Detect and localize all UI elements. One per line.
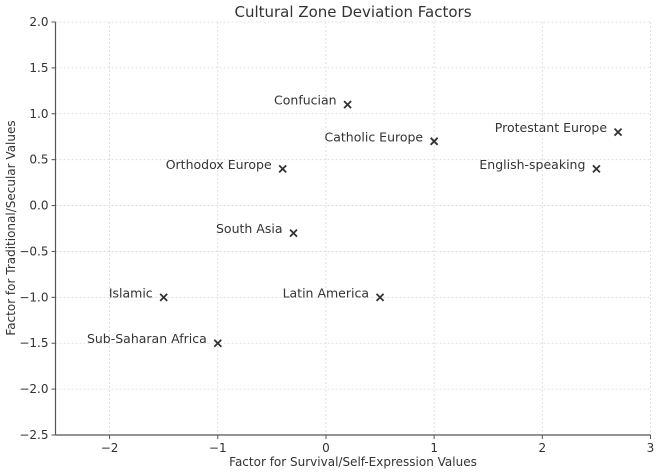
data-point: Confucian	[274, 93, 352, 109]
y-tick-label: 2.0	[29, 15, 48, 29]
data-point: Protestant Europe	[495, 120, 623, 137]
point-label: Protestant Europe	[495, 120, 608, 135]
axes	[54, 22, 651, 436]
point-label: Catholic Europe	[325, 129, 424, 144]
y-tick-label: −0.5	[19, 244, 48, 258]
x-marker-icon	[592, 164, 601, 173]
data-points: Confucian Catholic Europe Protestant Europ…	[87, 93, 623, 348]
x-marker-icon	[429, 137, 439, 146]
point-label: Islamic	[109, 285, 153, 300]
x-marker-icon	[343, 100, 352, 109]
y-axis-label: Factor for Traditional/Secular Values	[4, 120, 18, 335]
data-point: Islamic	[109, 285, 168, 302]
y-tick-label: 1.5	[29, 61, 48, 75]
point-label: South Asia	[216, 221, 283, 236]
point-label: Sub-Saharan Africa	[87, 331, 207, 346]
x-tick-label: −2	[101, 441, 119, 455]
point-label: Confucian	[274, 93, 337, 108]
grid-lines	[55, 21, 651, 436]
point-label: Latin America	[283, 285, 369, 300]
x-tick-label: 1	[430, 441, 438, 455]
x-marker-icon	[375, 293, 385, 302]
data-point: Latin America	[283, 285, 385, 302]
y-tick-label: 0.5	[29, 153, 48, 167]
data-point: South Asia	[216, 221, 298, 238]
x-marker-icon	[213, 339, 222, 348]
x-marker-icon	[613, 127, 623, 137]
y-tick-label: 0.0	[29, 199, 48, 213]
y-tick-label: −1.0	[19, 290, 48, 304]
x-axis-label: Factor for Survival/Self-Expression Valu…	[229, 455, 477, 469]
x-tick-label: −1	[209, 441, 227, 455]
x-tick-label: 0	[322, 441, 330, 455]
data-point: Sub-Saharan Africa	[87, 331, 222, 348]
x-axis-ticks: −2 −1 0 1 2 3	[101, 435, 655, 455]
x-tick-label: 2	[538, 441, 546, 455]
y-tick-label: −1.5	[19, 336, 48, 350]
x-tick-label: 3	[647, 441, 655, 455]
y-axis-ticks: 2.0 1.5 1.0 0.5 0.0 −0.5 −1.0 −1.5 −2.0 −2.5	[19, 15, 56, 442]
y-tick-label: −2.0	[19, 382, 48, 396]
y-tick-label: −2.5	[19, 428, 48, 442]
chart-title: Cultural Zone Deviation Factors	[234, 3, 471, 21]
data-point: Orthodox Europe	[166, 157, 287, 173]
x-marker-icon	[289, 228, 298, 238]
point-label: English-speaking	[479, 157, 585, 172]
data-point: Catholic Europe	[325, 129, 439, 146]
data-point: English-speaking	[479, 157, 601, 173]
y-tick-label: 1.0	[29, 107, 48, 121]
x-marker-icon	[159, 293, 168, 302]
point-label: Orthodox Europe	[166, 157, 272, 172]
x-marker-icon	[278, 164, 287, 173]
